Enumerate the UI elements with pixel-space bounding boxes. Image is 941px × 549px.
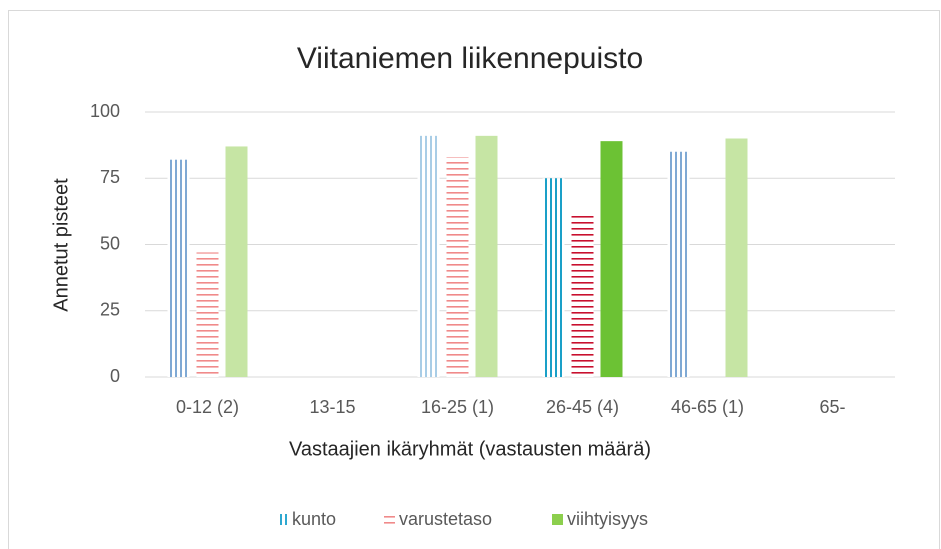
y-tick-label: 25 (100, 300, 120, 320)
bar (167, 159, 190, 377)
x-tick-label: 13-15 (309, 397, 355, 417)
x-tick-label: 46-65 (1) (671, 397, 744, 417)
legend-swatch (384, 514, 395, 525)
bar (600, 141, 623, 377)
y-tick-label: 50 (100, 233, 120, 253)
x-tick-label: 16-25 (1) (421, 397, 494, 417)
bar (475, 135, 498, 377)
x-tick-label: 0-12 (2) (176, 397, 239, 417)
x-tick-label: 26-45 (4) (546, 397, 619, 417)
bar (571, 215, 594, 377)
y-axis-title: Annetut pisteet (50, 178, 72, 312)
x-axis-title: Vastaajien ikäryhmät (vastausten määrä) (289, 438, 651, 460)
legend-swatch (277, 514, 288, 525)
bar (542, 178, 565, 377)
bar (446, 157, 469, 377)
chart-title: Viitaniemen liikennepuisto (297, 42, 643, 75)
bar (196, 252, 219, 377)
bar (417, 135, 440, 377)
bar (725, 138, 748, 377)
y-tick-label: 100 (90, 101, 120, 121)
legend-label: kunto (292, 509, 336, 529)
chart-frame (8, 10, 940, 549)
legend-label: viihtyisyys (567, 509, 648, 529)
legend-label: varustetaso (399, 509, 492, 529)
x-tick-label: 65- (819, 397, 845, 417)
legend-swatch (552, 514, 563, 525)
bar (667, 151, 690, 377)
y-tick-label: 75 (100, 167, 120, 187)
bar (225, 146, 248, 377)
y-tick-label: 0 (110, 366, 120, 386)
